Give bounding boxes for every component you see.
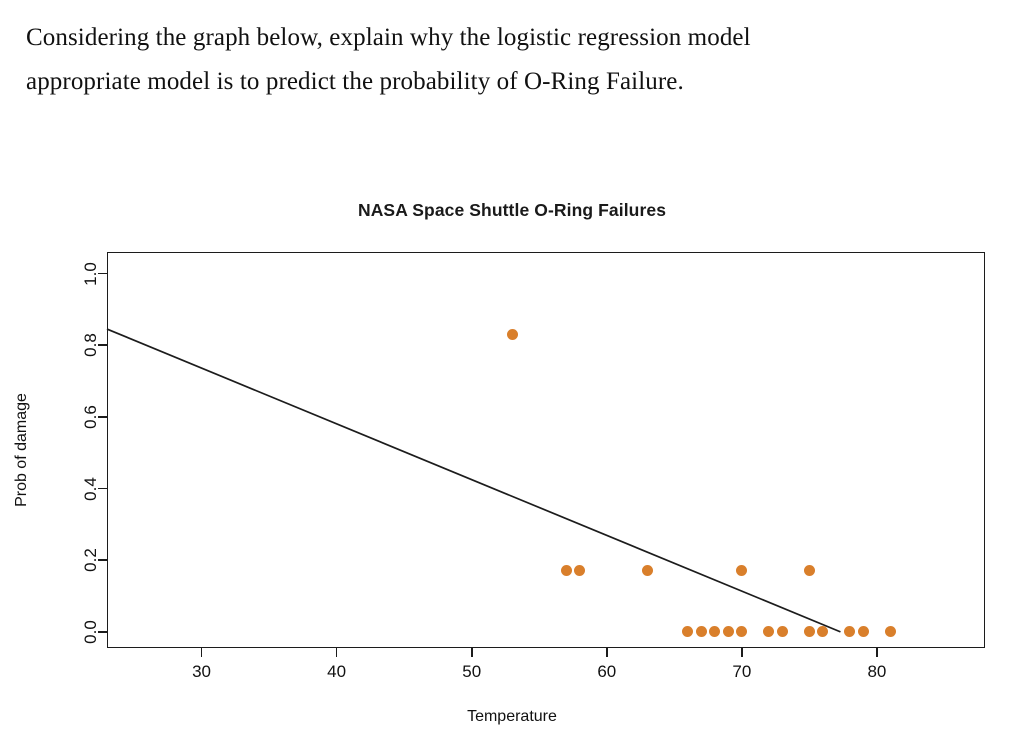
data-point — [803, 626, 815, 638]
y-tick-mark — [98, 487, 107, 490]
x-tick-mark — [200, 648, 203, 657]
y-tick-mark — [98, 416, 107, 418]
x-axis-title: Temperature — [467, 708, 557, 725]
question-prompt: Considering the graph below, explain why… — [26, 16, 986, 104]
data-point — [817, 626, 829, 638]
y-tick-label: 0.4 — [81, 476, 100, 501]
regression-fit-line — [107, 252, 985, 648]
data-point — [857, 626, 869, 638]
data-point — [560, 565, 572, 577]
data-point — [844, 626, 856, 638]
x-tick-mark — [470, 648, 473, 657]
y-tick-label: 0.0 — [81, 620, 100, 644]
plot-frame-border — [107, 252, 985, 648]
oring-scatter-chart: NASA Space Shuttle O-Ring Failures Prob … — [0, 180, 1024, 751]
data-point — [736, 626, 748, 638]
x-tick-label: 70 — [732, 662, 752, 681]
x-tick-mark — [876, 648, 878, 657]
y-tick-mark — [98, 272, 107, 275]
y-tick-mark — [98, 559, 107, 561]
data-point — [776, 626, 788, 638]
x-tick-label: 50 — [462, 662, 482, 681]
data-point — [736, 565, 748, 577]
y-tick-mark — [98, 631, 107, 633]
data-point — [884, 626, 896, 638]
x-tick-label: 40 — [327, 662, 347, 681]
data-point — [506, 328, 518, 340]
data-point — [763, 626, 775, 638]
y-axis-title: Prob of damage — [13, 393, 30, 507]
y-tick-label: 0.8 — [81, 333, 100, 357]
x-tick-mark — [335, 648, 338, 657]
plot-area: 30 40 50 60 70 80 0.0 0.2 0.4 0.6 0.8 1.0 — [81, 252, 985, 681]
x-tick-mark — [741, 648, 743, 657]
chart-title: NASA Space Shuttle O-Ring Failures — [357, 200, 667, 220]
question-line-1: Considering the graph below, explain why… — [26, 24, 751, 51]
x-tick-label: 30 — [192, 662, 212, 681]
y-tick-label: 0.2 — [81, 548, 100, 573]
data-point — [709, 626, 721, 638]
question-line-2: appropriate model is to predict the prob… — [26, 68, 684, 95]
data-point — [574, 565, 586, 577]
data-point — [722, 626, 734, 638]
y-tick-label: 1.0 — [81, 261, 100, 286]
data-point — [803, 565, 815, 577]
data-point — [695, 626, 707, 638]
x-tick-mark — [605, 648, 608, 657]
data-point — [682, 626, 694, 638]
y-tick-mark — [98, 344, 107, 346]
x-tick-label: 60 — [597, 662, 617, 681]
data-point — [641, 565, 653, 577]
y-tick-label: 0.6 — [81, 405, 100, 429]
x-tick-label: 80 — [867, 662, 887, 681]
